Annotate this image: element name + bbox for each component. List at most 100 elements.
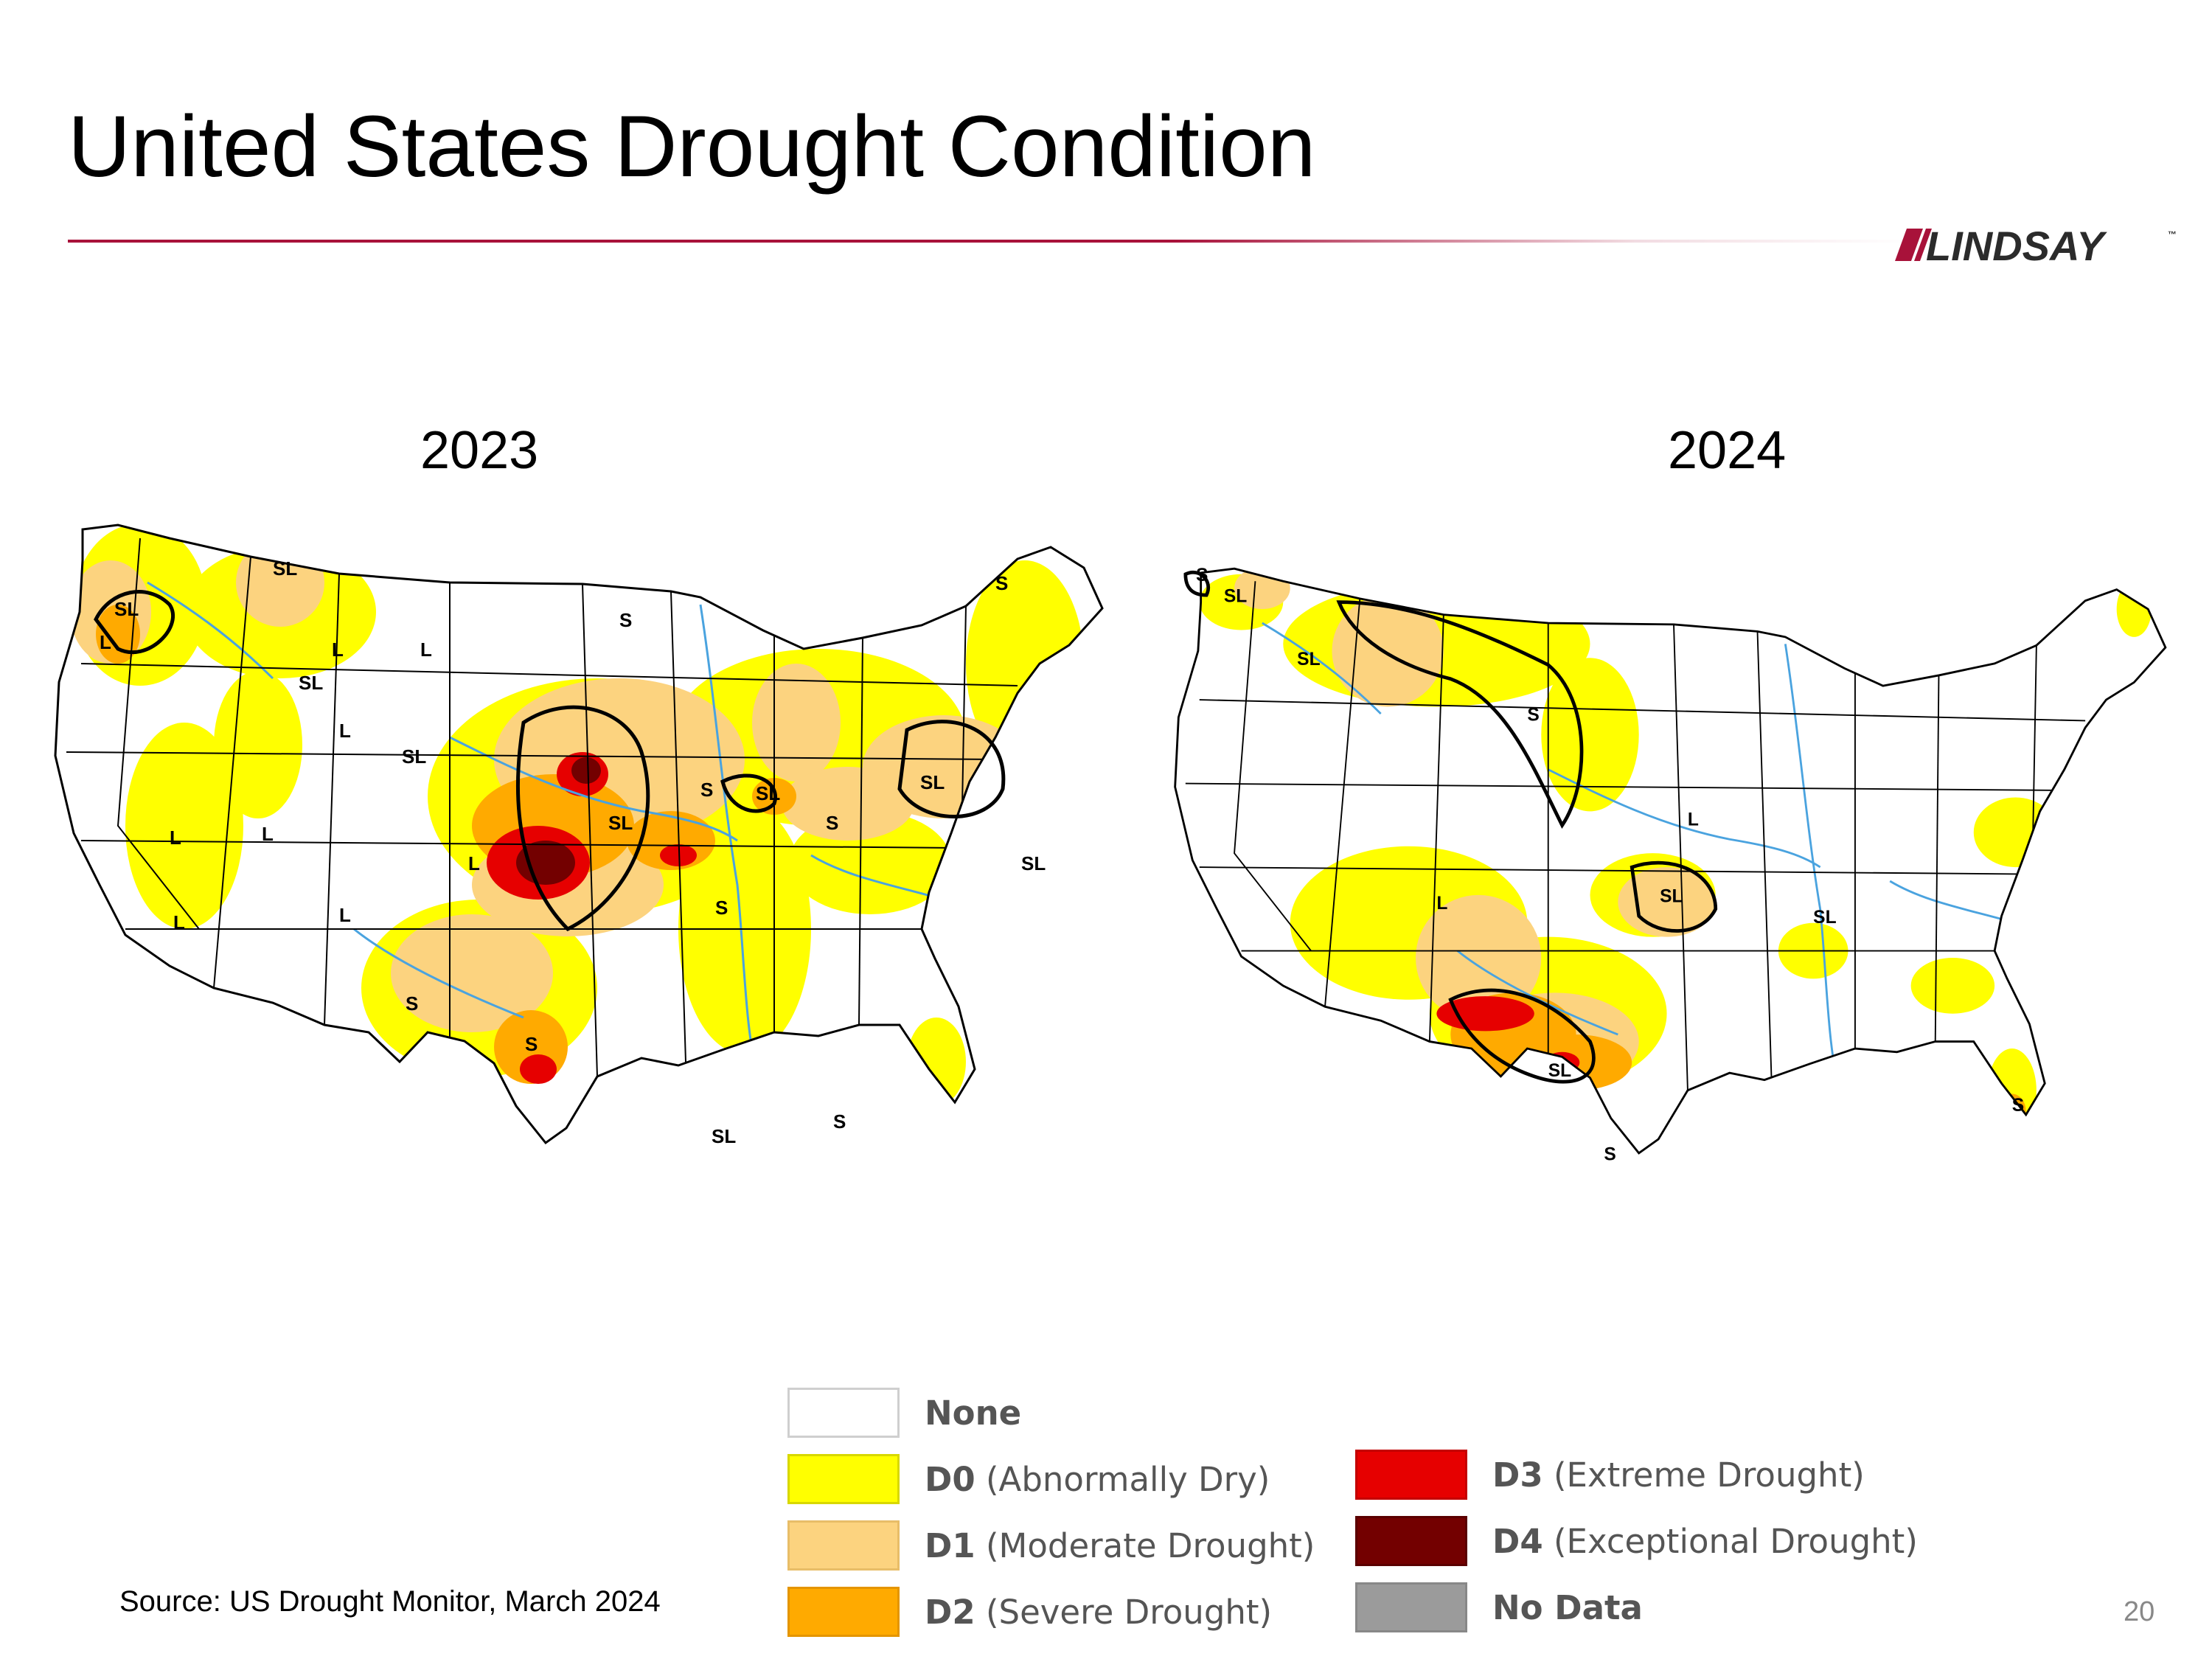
legend-code: D2 xyxy=(925,1592,975,1632)
impact-label: SL xyxy=(1021,852,1046,874)
impact-label: L xyxy=(420,639,432,661)
state-borders xyxy=(66,538,1018,1077)
legend-desc: (Moderate Drought) xyxy=(985,1526,1315,1565)
legend-code: D3 xyxy=(1492,1455,1543,1495)
us-outline xyxy=(1174,567,2167,1155)
legend-item-d4: D4 (Exceptional Drought) xyxy=(1355,1514,1918,1568)
legend-code: D1 xyxy=(925,1526,975,1565)
impact-labels: SL SL L SL L L S SL L L L SL S SL S S SL… xyxy=(100,557,1046,1147)
impact-label: SL xyxy=(402,745,426,768)
impact-label: SL xyxy=(1297,650,1320,669)
impact-label: S xyxy=(995,572,1008,594)
impact-label: SL xyxy=(1224,587,1247,607)
source-note: Source: US Drought Monitor, March 2024 xyxy=(119,1585,661,1618)
legend-desc: (Exceptional Drought) xyxy=(1553,1521,1918,1561)
impact-label: S xyxy=(700,779,713,801)
legend-swatch xyxy=(1355,1516,1467,1566)
impact-label: S xyxy=(619,609,632,631)
impact-label: L xyxy=(100,631,111,653)
impact-label: SL xyxy=(1813,908,1836,928)
d3-texas xyxy=(520,1054,557,1084)
impact-label: S xyxy=(2012,1096,2024,1116)
impact-label: S xyxy=(1196,566,1208,585)
impact-label: SL xyxy=(114,598,139,620)
slide-title: United States Drought Condition xyxy=(68,98,1316,195)
impact-boundaries xyxy=(94,590,1006,932)
legend-swatch xyxy=(1355,1450,1467,1500)
impact-label: L xyxy=(468,852,480,874)
impact-label: S xyxy=(1527,705,1539,725)
map-2024: S SL SL S L SL L SL SL S S xyxy=(1174,566,2167,1164)
title-divider xyxy=(68,240,1911,243)
logo-tm: ™ xyxy=(2168,229,2177,240)
legend-code: No Data xyxy=(1492,1587,1643,1627)
impact-label: SL xyxy=(299,672,323,694)
impact-label: S xyxy=(833,1110,846,1133)
d0-virginia xyxy=(1973,797,2058,868)
logo-text: LINDSAY xyxy=(1926,227,2107,262)
d0-great-basin xyxy=(125,723,243,929)
legend-desc: (Extreme Drought) xyxy=(1553,1455,1865,1495)
legend-swatch xyxy=(1355,1582,1467,1632)
impact-label: SL xyxy=(1660,886,1683,906)
us-outline xyxy=(54,524,1104,1145)
legend-swatch xyxy=(787,1587,900,1637)
impact-label: S xyxy=(1604,1144,1615,1164)
impact-label: SL xyxy=(712,1125,736,1147)
legend-swatch xyxy=(787,1520,900,1571)
d1-montana xyxy=(1332,595,1444,707)
legend-code: D0 xyxy=(925,1459,975,1499)
legend-swatch xyxy=(787,1454,900,1504)
d1-illinois xyxy=(782,767,914,841)
legend-code: D4 xyxy=(1492,1521,1543,1561)
d0-dakotas xyxy=(1541,658,1639,812)
legend-code: None xyxy=(925,1393,1022,1433)
logo-stripes-icon xyxy=(1895,229,1932,261)
map-2023-year: 2023 xyxy=(420,421,539,480)
legend-item-d3: D3 (Extreme Drought) xyxy=(1355,1448,1865,1501)
legend-desc: (Severe Drought) xyxy=(985,1592,1273,1632)
impact-label: L xyxy=(262,823,274,845)
d1-texas xyxy=(391,914,553,1032)
d0-georgia xyxy=(1910,958,1995,1014)
d0-southwest xyxy=(214,671,302,818)
impact-label: S xyxy=(826,812,838,834)
d3-iowa xyxy=(660,844,697,866)
drought-legend: None D0 (Abnormally Dry) D1 (Moderate Dr… xyxy=(787,1386,1938,1652)
map-2023: SL SL L SL L L S SL L L L SL S SL S S SL… xyxy=(54,524,1104,1147)
legend-swatch xyxy=(787,1388,900,1438)
legend-item-d1: D1 (Moderate Drought) xyxy=(787,1519,1315,1572)
impact-label: L xyxy=(173,911,185,933)
impact-label: S xyxy=(406,992,418,1015)
legend-desc: (Abnormally Dry) xyxy=(985,1459,1270,1499)
impact-label: SL xyxy=(756,782,780,804)
rivers xyxy=(1262,622,2016,1098)
impact-label: SL xyxy=(608,812,633,834)
d0-florida xyxy=(907,1018,966,1106)
d1-new-mexico xyxy=(1416,894,1542,1021)
legend-item-d0: D0 (Abnormally Dry) xyxy=(787,1453,1270,1506)
d0-florida xyxy=(1987,1048,2037,1133)
impact-label: L xyxy=(339,720,351,742)
impact-labels: S SL SL S L SL L SL SL S S xyxy=(1196,566,2024,1164)
page-number: 20 xyxy=(2124,1596,2155,1627)
impact-label: L xyxy=(339,904,351,926)
legend-item-d2: D2 (Severe Drought) xyxy=(787,1585,1272,1638)
impact-label: SL xyxy=(273,557,297,580)
d4-nebraska xyxy=(571,757,601,784)
impact-label: L xyxy=(170,827,181,849)
map-2024-year: 2024 xyxy=(1668,421,1787,480)
impact-label: S xyxy=(525,1033,538,1055)
lindsay-logo: LINDSAY ™ xyxy=(1895,227,2177,262)
rivers xyxy=(147,581,945,1085)
impact-label: S xyxy=(715,897,728,919)
impact-boundaries xyxy=(1183,571,1718,1084)
impact-label: SL xyxy=(920,771,945,793)
impact-label: L xyxy=(1688,810,1699,830)
impact-label: L xyxy=(332,639,344,661)
impact-label: SL xyxy=(1548,1061,1571,1081)
legend-item-nodata: No Data xyxy=(1355,1581,1643,1634)
impact-label: L xyxy=(1436,894,1447,914)
d2-washington xyxy=(96,605,140,664)
legend-item-none: None xyxy=(787,1386,1021,1439)
